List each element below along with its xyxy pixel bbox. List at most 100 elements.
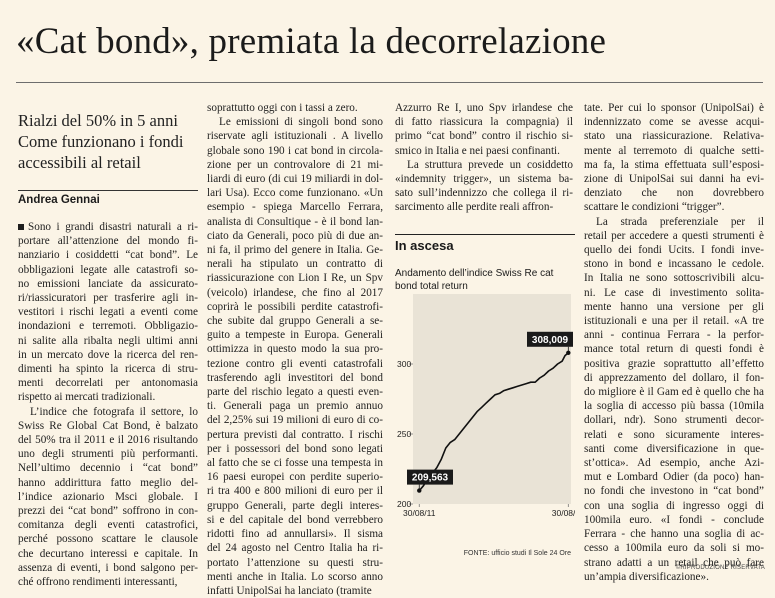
article-line: ma fa, la stima effettuata sull’esposi- <box>584 158 764 171</box>
article-line: analista di Consultique - è il bond lan- <box>207 215 383 228</box>
article-line: rispetto ai mercati tradizionali. <box>18 391 156 404</box>
article-line: trasferendo agli investitori del bond <box>207 371 383 384</box>
article-line: uno degli strumenti più performanti. <box>18 448 198 461</box>
article-line: ottimizza in questo modo la sua pro- <box>207 343 383 356</box>
article-line: assenza di eventi, i bond salgono per- <box>18 561 198 574</box>
chart-top-rule <box>395 234 575 235</box>
article-line: dollari, ndr). Sono strumenti decor- <box>584 414 764 427</box>
article-line: smico in Italia e nei paesi confinanti. <box>395 144 560 157</box>
article-line: primo “cat bond” contro il rischio si- <box>395 130 573 143</box>
article-line: mut e Lombard Odier (da poco) han- <box>584 471 764 484</box>
article-line: La struttura prevede un cosiddetto <box>407 158 573 171</box>
article-line: lari Usa). Ecco come funzionano. «Un <box>207 187 383 200</box>
article-line: st’ottica». Ad esempio, anche Azi- <box>584 457 764 470</box>
value-label-box <box>527 331 573 347</box>
chart-source: FONTE: ufficio studi Il Sole 24 Ore <box>463 550 571 557</box>
article-line: zione di UnipolSai sui danni ha evi- <box>584 173 764 186</box>
article-column-1: Sono i grandi disastri naturali a ri-por… <box>18 220 198 589</box>
article-line: ti. Generali paga un premio annuo <box>207 400 383 413</box>
article-line: perché possono scattare le clausole <box>18 533 198 546</box>
article-line: menti decorrelati per antonomasia <box>18 377 198 390</box>
article-line: del 50% tra il 2011 e il 2016 risultando <box>18 434 198 447</box>
y-tick-label: 200 <box>397 499 411 509</box>
headline: «Cat bond», premiata la decorrelazione <box>16 21 607 62</box>
article-line: ciato da Generali, poco più di due an- <box>207 229 383 242</box>
article-line: gruppo Generali, parte degli interes- <box>207 499 383 512</box>
article-line: per i possessori del bond sono legati <box>207 442 383 455</box>
byline: Andrea Gennai <box>18 194 100 206</box>
article-column-4: tate. Per cui lo sponsor (UnipolSai) è in… <box>584 101 764 584</box>
article-line: mente al terremoto di qualche setti- <box>584 144 764 157</box>
deck: Rialzi del 50% in 5 anni Come funzionano… <box>18 110 198 173</box>
deck-line-2: Come funzionano i fondi <box>18 132 184 151</box>
article-line: liardi di euro (di cui 19 miliardi in do… <box>207 173 383 186</box>
chart-title: In ascesa <box>395 238 454 253</box>
article-line: guito a tempeste in Europa. Generali <box>207 329 383 342</box>
article-line: riservate agli istituzionali . A livello <box>207 130 383 143</box>
article-line: portato l’attenzione su questi stru- <box>207 556 383 569</box>
article-line: In Italia ne sono sottoscrivibili alcu- <box>584 272 764 285</box>
article-line: cesso a 100mila euro da soli si mo- <box>584 542 764 555</box>
article-line: ni. Le case di investimento solita- <box>584 286 764 299</box>
article-line: portare all’attenzione del mondo fi- <box>18 235 198 248</box>
article-line: zione per un controvalore di 21 mi- <box>207 158 383 171</box>
deck-line-3: accessibili al retail <box>18 153 141 172</box>
article-line: dimenti ha spinto la ricerca di stru- <box>18 363 198 376</box>
article-line: inondazioni e terremoti. Obbligazio- <box>18 320 198 333</box>
article-line: Sono i grandi disastri naturali a ri- <box>18 220 198 234</box>
article-line: globale sono 190 i cat bond in circola- <box>207 144 383 157</box>
value-label: 209,563 <box>412 473 449 484</box>
article-column-3: Azzurro Re I, uno Spv irlandese che di fa… <box>395 101 573 215</box>
article-line: stono in bond e incassano le cedole. <box>584 258 764 271</box>
article-line: ché offrono rendimenti interessanti, <box>18 576 178 589</box>
article-line: che subite dal gruppo Generali a se- <box>207 315 383 328</box>
article-line: scattare le condizioni “trigger”. <box>584 201 725 214</box>
article-column-2: soprattutto oggi con i tassi a zero. Le e… <box>207 101 383 598</box>
article-line: stato una riassicurazione. Relativa- <box>584 130 764 143</box>
copyright: ©RIPRODUZIONE RISERVATA <box>675 565 765 571</box>
article-line: L’indice che fotografa il settore, lo <box>30 405 198 418</box>
article-line: nanziario i cosiddetti “cat bond”. Le <box>18 249 198 262</box>
article-line: strano adatti a un retail che può fare <box>584 556 764 569</box>
article-line: Nell’ultimo decennio i “cat bond” <box>18 462 198 475</box>
article-line: al fatto che se ci fosse una tempesta in <box>207 457 383 470</box>
plot-area <box>413 294 571 504</box>
article-line: «indemnity trigger», un sistema ba- <box>395 173 573 186</box>
value-label-box <box>407 469 453 485</box>
article-line: che decurtano interessi e capitale. In <box>18 547 198 560</box>
article-line: con una soglia di ingresso oggi di <box>584 499 764 512</box>
article-line: pertura previsti dal contratto. I rischi <box>207 428 383 441</box>
x-tick-label: 30/08/11 <box>403 508 436 518</box>
byline-rule <box>18 190 198 191</box>
article-line: Swiss Re Global Cat Bond, è balzato <box>18 419 198 432</box>
article-line: tezione contro gli eventi catastrofali <box>207 357 383 370</box>
article-line: vestitori i rischi legati a eventi come <box>18 306 198 319</box>
article-line: ridotti fino ad annullarsi». Il sisma <box>207 528 383 541</box>
article-line: denziato che non dovrebbero <box>584 187 764 200</box>
article-line: (veicolo) irlandese, che fino al 2017 <box>207 286 383 299</box>
headline-rule <box>16 82 763 83</box>
article-line: sarcimento alle perdite reali affron- <box>395 201 554 214</box>
article-line: no emissioni lanciate da assicurato- <box>18 277 198 290</box>
article-line: 100mila euro. «I fondi - conclude <box>584 513 764 526</box>
article-line: esempio - spiega Marcello Ferrara, <box>207 201 383 214</box>
deck-line-1: Rialzi del 50% in 5 anni <box>18 111 178 130</box>
article-line: santi come diversificazione in que- <box>584 442 764 455</box>
chart-plot: 200 250 300 30/08/11 30/08/16 209,563 308,009 <box>397 294 575 518</box>
chart-subtitle: Andamento dell’indice Swiss Re cat bond … <box>395 268 554 292</box>
article-line: obbligazioni legate alle catastrofi so- <box>18 263 198 276</box>
article-line: in un mercato dove la ricerca del ren- <box>18 348 198 361</box>
article-line: retail per accedere a questi strumenti è <box>584 229 764 242</box>
x-tick-label: 30/08/16 <box>552 508 575 518</box>
y-tick-label: 300 <box>397 359 411 369</box>
article-line: indennizzato come se avesse acqui- <box>584 116 764 129</box>
article-line: positiva grazie soprattutto all’effetto <box>584 357 764 370</box>
article-line: mance total return di questi fondi è <box>584 343 764 356</box>
article-line: ni fa, il primo del genere in Italia. Ge… <box>207 244 383 257</box>
article-line: sato sull’indennizzo che collega il ri- <box>395 187 573 200</box>
article-line: parte del rischio legato a questi even- <box>207 386 383 399</box>
article-line: ri/riassicuratori per trasferire agli in… <box>18 292 198 305</box>
article-line: si e del capitale del bond verrebbero <box>207 513 383 526</box>
chart: In ascesa Andamento dell’indice Swiss Re… <box>395 232 575 572</box>
article-line: hanno addirittura fatto meglio del- <box>18 476 198 489</box>
